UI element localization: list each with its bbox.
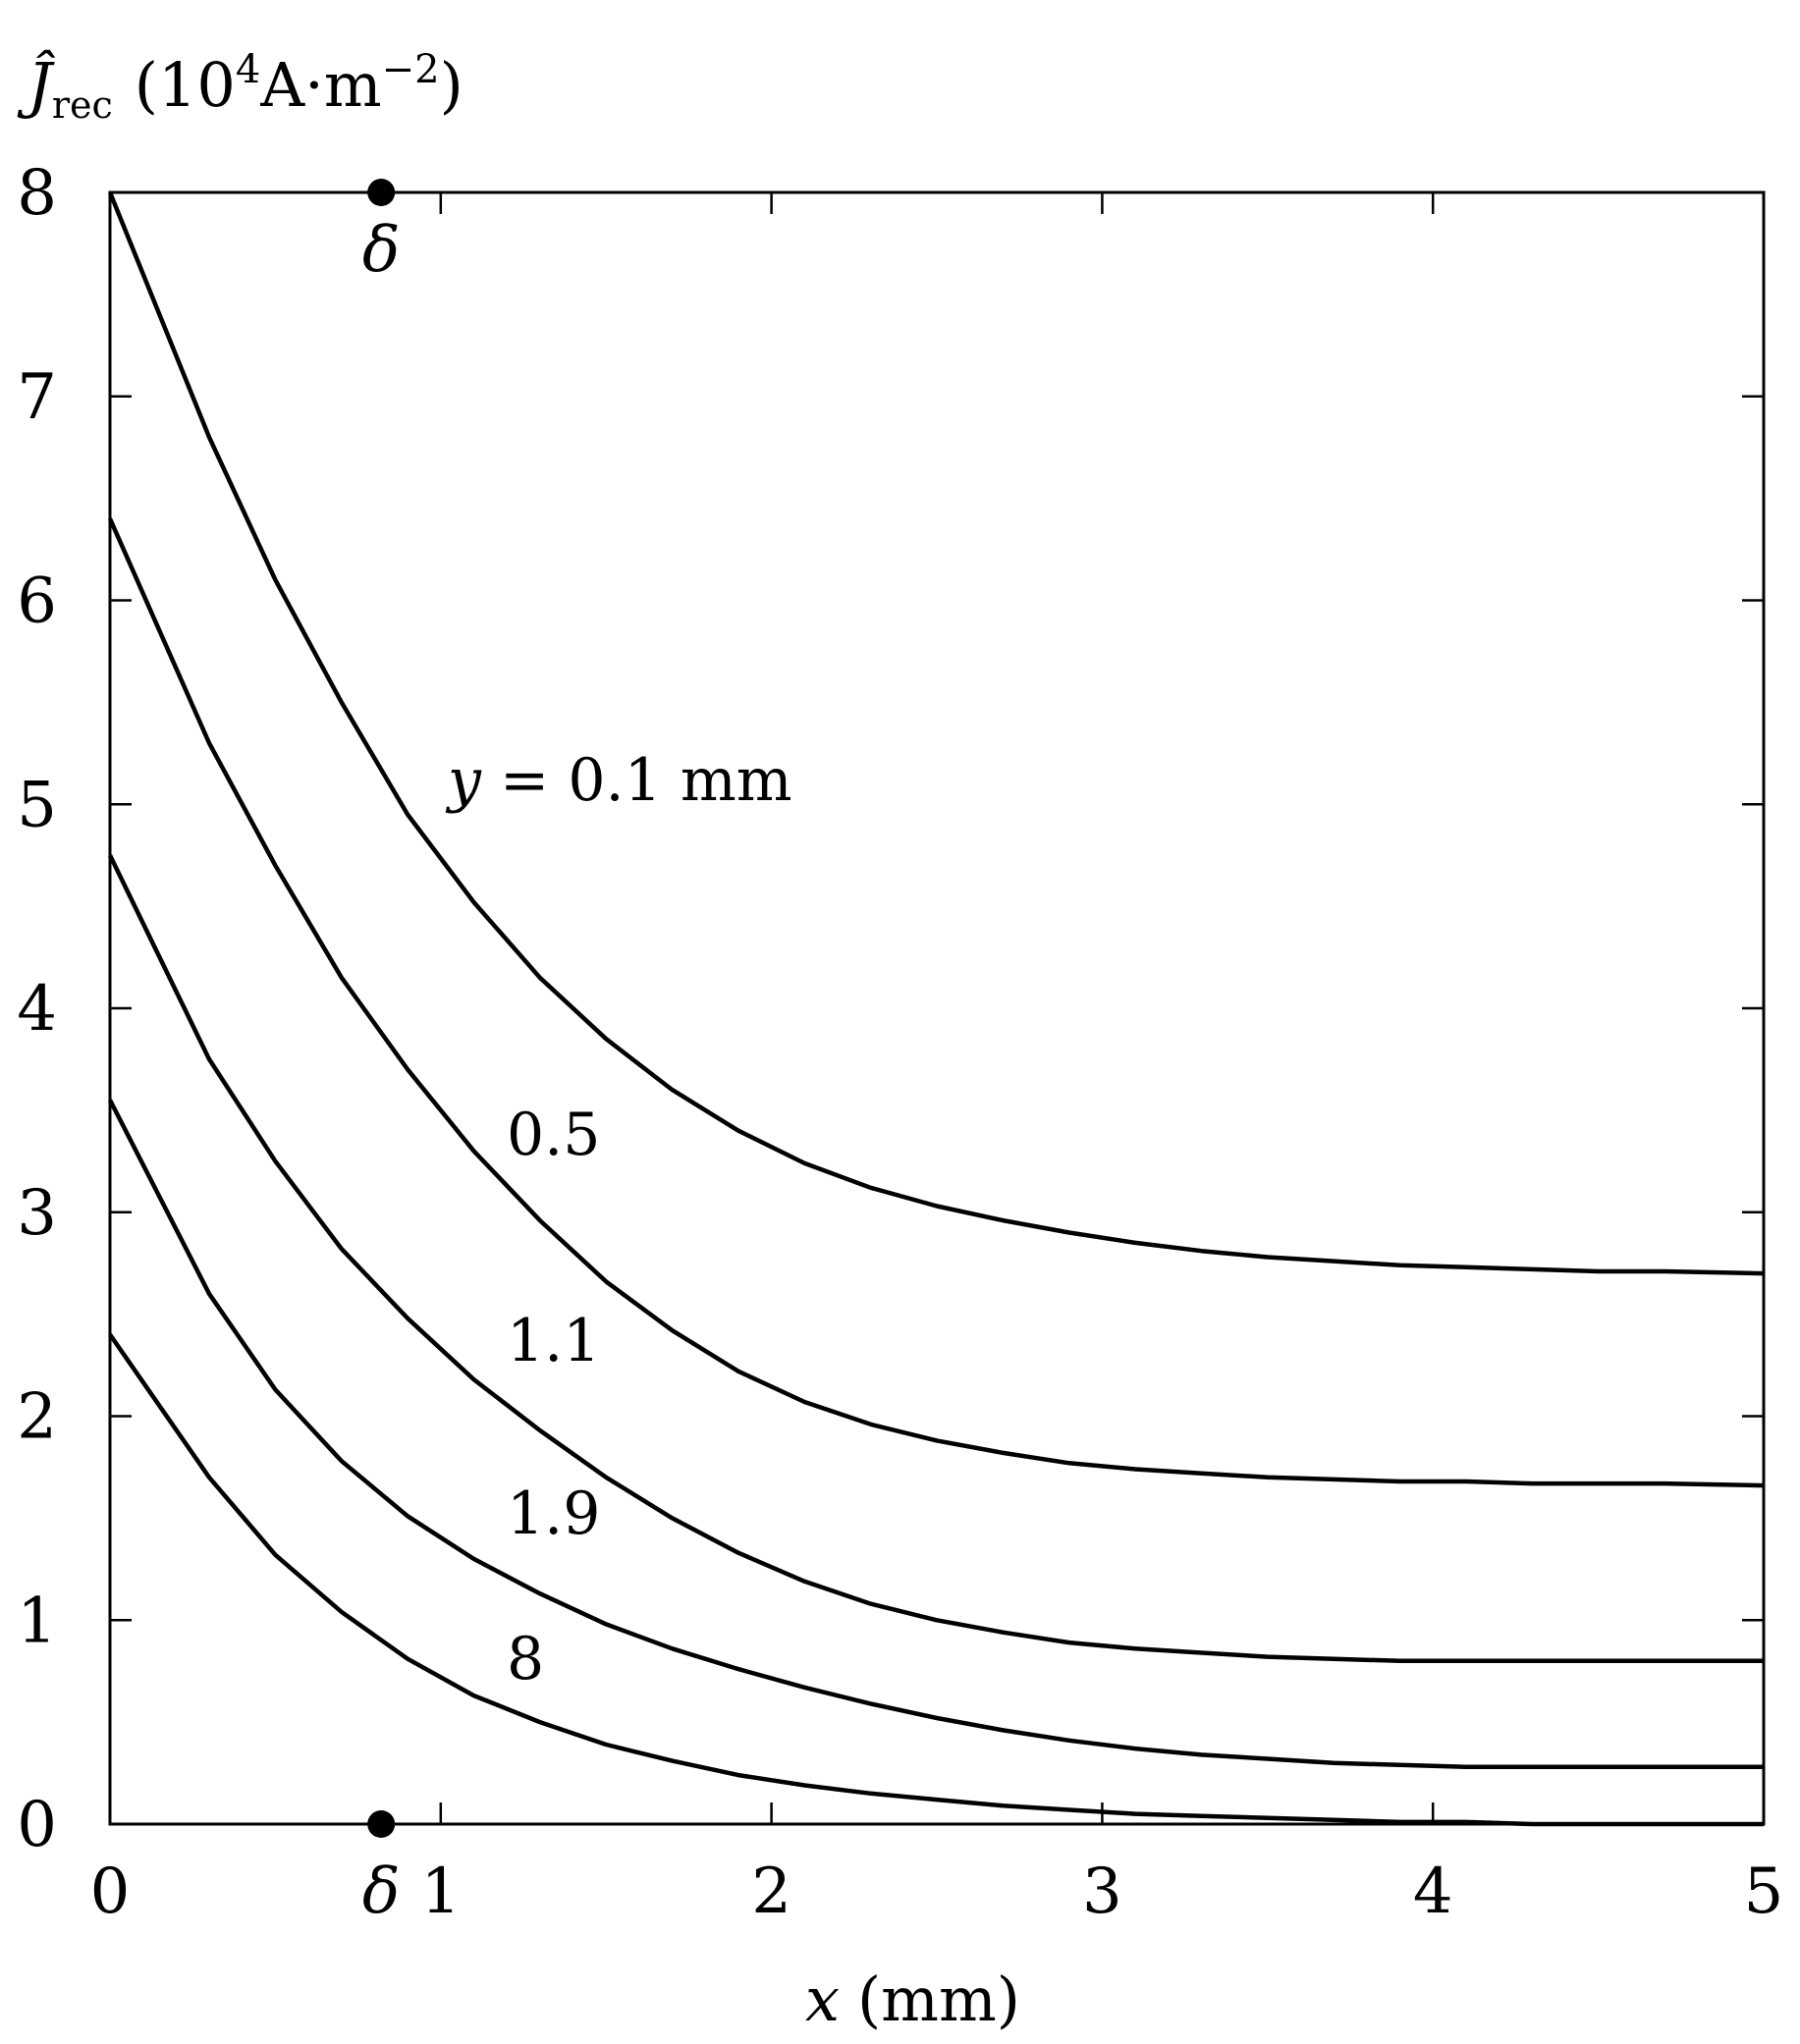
y-tick-label: 6 [17, 565, 57, 638]
delta-label-top: δ [362, 214, 401, 287]
y-tick-label: 0 [17, 1789, 57, 1861]
y-axis-title: Ĵrec (104A·m−2) [17, 47, 464, 127]
series-label-0: y = 0.1 mm [445, 746, 792, 815]
delta-marker-top [367, 179, 396, 206]
x-tick-label: 4 [1413, 1856, 1453, 1928]
y-tick-label: 8 [17, 157, 57, 230]
x-tick-label: 2 [751, 1856, 791, 1928]
x-axis-symbol: x [805, 1963, 840, 2035]
delta-label-bottom: δ [362, 1856, 401, 1928]
series-line-0 [107, 191, 1765, 1276]
series-line-1 [107, 517, 1765, 1488]
x-axis-title: x (mm) [805, 1963, 1020, 2035]
y-axis-symbol: Ĵ [17, 49, 56, 121]
y-axis-unit-exp: 4 [236, 47, 260, 92]
series-lines [107, 191, 1765, 1827]
y-axis-unit-open: (10 [135, 49, 236, 121]
y-axis-unit-mid: A·m [259, 49, 381, 121]
series-line-2 [107, 854, 1764, 1664]
x-axis-unit: (mm) [857, 1963, 1020, 2035]
y-tick-label: 5 [17, 769, 57, 841]
y-axis-subscript: rec [52, 83, 113, 127]
x-tick-label: 1 [420, 1856, 461, 1928]
x-tick-label: 0 [90, 1856, 131, 1928]
tick-labels: 0 1 2 3 4 5 0 1 2 3 4 5 6 7 8 [17, 157, 1783, 1928]
series-label-2: 1.1 [507, 1307, 600, 1375]
y-tick-label: 3 [17, 1177, 57, 1250]
y-tick-label: 7 [17, 361, 57, 434]
series-line-4 [108, 1333, 1764, 1827]
y-tick-label: 1 [17, 1585, 57, 1657]
y-axis-unit-close: ) [440, 49, 464, 121]
delta-markers: δδ [362, 179, 401, 1928]
x-tick-label: 5 [1744, 1856, 1784, 1928]
series-label-4: 8 [507, 1625, 544, 1694]
ticks [108, 190, 1766, 1826]
series-label-3: 1.9 [507, 1479, 600, 1548]
y-tick-label: 4 [17, 973, 57, 1046]
y-tick-label: 2 [17, 1381, 57, 1454]
delta-marker-bottom [367, 1810, 396, 1838]
x-tick-label: 3 [1082, 1856, 1122, 1928]
y-axis-unit-exp2: −2 [382, 47, 440, 92]
plot-frame [108, 190, 1766, 1826]
series-label-1: 0.5 [507, 1101, 600, 1169]
series-line-3 [107, 1099, 1764, 1770]
